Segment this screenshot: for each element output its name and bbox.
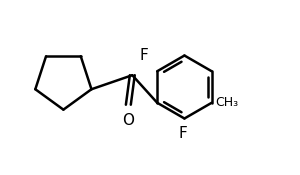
Text: CH₃: CH₃ xyxy=(216,96,239,109)
Text: F: F xyxy=(178,126,187,141)
Text: O: O xyxy=(122,113,134,128)
Text: F: F xyxy=(139,48,148,63)
